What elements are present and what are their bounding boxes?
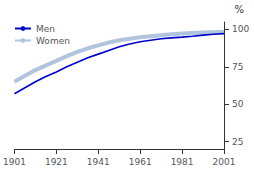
svg-text:75: 75 [232, 62, 243, 72]
svg-text:1901: 1901 [3, 157, 26, 167]
svg-text:Men: Men [36, 24, 55, 34]
svg-text:1941: 1941 [87, 157, 110, 167]
svg-text:1961: 1961 [129, 157, 152, 167]
svg-text:2001: 2001 [213, 157, 236, 167]
svg-text:1921: 1921 [45, 157, 68, 167]
svg-text:100: 100 [232, 24, 249, 34]
svg-text:50: 50 [232, 99, 244, 109]
svg-text:1981: 1981 [171, 157, 194, 167]
svg-text:Women: Women [36, 36, 70, 46]
svg-text:%: % [234, 4, 244, 15]
svg-text:25: 25 [232, 137, 243, 147]
